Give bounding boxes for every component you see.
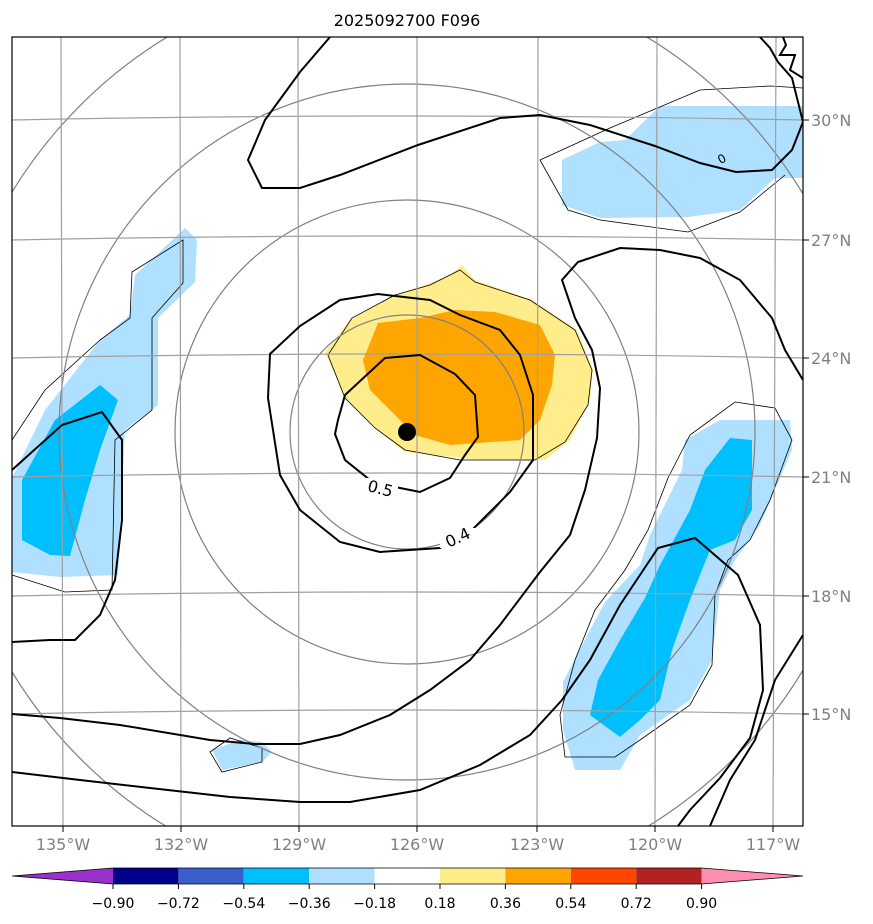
lon-ticks: [62, 826, 774, 832]
colorbar-segment-6: [440, 868, 506, 884]
colorbar-label-10: 0.90: [686, 896, 717, 912]
colorbar-ticks: [112, 884, 703, 889]
lon-label-123w: 123°W: [510, 835, 565, 854]
parallel-27n: [12, 235, 803, 241]
colorbar-segment-5: [374, 868, 440, 884]
map-frame: [11, 36, 804, 827]
outline-s: [209, 737, 263, 773]
lat-label-18n: 18°N: [811, 587, 851, 606]
colorbar-label-5: −0.18: [353, 896, 396, 912]
outline-ne: [539, 85, 803, 233]
meridian-117w: [772, 37, 777, 826]
parallel-30n: [12, 115, 803, 121]
lat-label-15n: 15°N: [811, 705, 851, 724]
lat-ticks: [803, 119, 809, 715]
lat-label-24n: 24°N: [811, 349, 851, 368]
colorbar-label-3: −0.54: [222, 896, 265, 912]
colorbar-label-6: 0.18: [424, 896, 455, 912]
lon-label-120w: 120°W: [628, 835, 683, 854]
colorbar: −0.90 −0.72 −0.54 −0.36 −0.18 0.18 0.36 …: [11, 867, 804, 912]
distance-circles: [12, 37, 803, 826]
colorbar-segment-3: [243, 868, 310, 884]
colorbar-label-9: 0.72: [621, 896, 652, 912]
parallel-18n: [12, 591, 803, 597]
meridian-129w: [297, 37, 300, 826]
contour-labels: 0.5 0.4 0: [362, 151, 729, 552]
parallel-21n: [12, 472, 803, 478]
contour-north-arc: [246, 37, 803, 189]
contour-label-bg-0.4: [440, 528, 476, 548]
lon-label-117w: 117°W: [746, 835, 801, 854]
contour-northeast-edge: [778, 37, 803, 79]
colorbar-segment-8: [570, 868, 637, 884]
contour-south-arc: [12, 536, 765, 826]
graticule: [12, 37, 803, 826]
lon-tick-labels: 135°W 132°W 129°W 126°W 123°W 120°W 117°…: [36, 835, 801, 854]
contour-0.4: [266, 292, 534, 554]
outline-se: [559, 401, 793, 758]
filled-contours: [12, 106, 803, 770]
chart-title: 2025092700 F096: [334, 11, 481, 30]
colorbar-label-2: −0.72: [157, 896, 200, 912]
meridian-123w: [536, 37, 539, 826]
colorbar-label-7: 0.36: [490, 896, 521, 912]
lon-label-135w: 135°W: [36, 835, 91, 854]
colorbar-label-4: −0.36: [288, 896, 331, 912]
meridian-132w: [179, 37, 182, 826]
lat-label-21n: 21°N: [811, 468, 851, 487]
contour-east-loop: [12, 246, 803, 745]
colorbar-segment-1: [113, 868, 179, 884]
lon-label-132w: 132°W: [154, 835, 209, 854]
colorbar-label-8: 0.54: [555, 896, 586, 912]
distance-circle-3: [58, 83, 756, 781]
parallel-15n: [12, 709, 803, 715]
distance-circle-1: [289, 314, 525, 550]
meridian-135w: [60, 37, 64, 826]
lon-label-129w: 129°W: [272, 835, 327, 854]
fill-negative-light-ne: [562, 106, 803, 218]
lon-label-126w: 126°W: [390, 835, 445, 854]
meridian-120w: [654, 37, 658, 826]
lat-label-27n: 27°N: [811, 231, 851, 250]
colorbar-segment-2: [178, 868, 244, 884]
colorbar-segment-9: [636, 868, 702, 884]
colorbar-segment-7: [505, 868, 571, 884]
lat-tick-labels: 30°N 27°N 24°N 21°N 18°N 15°N: [811, 111, 851, 724]
lat-label-30n: 30°N: [811, 111, 851, 130]
colorbar-extend-high: [701, 868, 803, 884]
outline-positive: [327, 269, 593, 461]
fill-negative-deep-se: [590, 438, 752, 737]
colorbar-segment-4: [309, 868, 375, 884]
parallel-24n: [12, 353, 803, 359]
bold-contours: [12, 37, 803, 826]
contour-southeast-edge: [709, 634, 803, 826]
contour-west-loop: [12, 410, 123, 643]
colorbar-label-1: −0.90: [92, 896, 135, 912]
thin-outlines: [12, 85, 803, 773]
contour-label-bg-0.5: [362, 478, 398, 498]
distance-circle-2: [174, 199, 640, 665]
colorbar-extend-low: [12, 868, 113, 884]
storm-center-marker: [398, 423, 416, 441]
outline-nw: [12, 239, 184, 593]
colorbar-labels: −0.90 −0.72 −0.54 −0.36 −0.18 0.18 0.36 …: [92, 896, 718, 912]
fill-negative-light-s: [212, 740, 272, 770]
fill-negative-deep-nw: [22, 385, 118, 556]
